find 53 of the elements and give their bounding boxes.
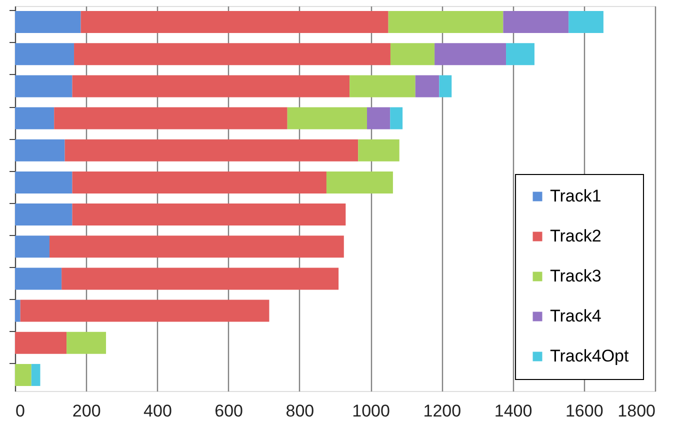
legend-label: Track2	[550, 226, 602, 246]
x-tick-label: 600	[214, 402, 244, 420]
bar	[15, 11, 81, 34]
bar	[506, 43, 534, 66]
bar	[15, 43, 74, 66]
legend-label: Track4	[550, 306, 602, 326]
bar	[54, 107, 288, 130]
bar	[15, 236, 50, 258]
bar	[568, 11, 604, 34]
bar	[66, 332, 106, 354]
bar	[15, 268, 62, 290]
x-tick-label: 1000	[352, 402, 390, 420]
legend-label: Track4Opt	[550, 346, 629, 366]
bar	[388, 11, 504, 34]
bar	[434, 43, 506, 66]
x-tick-label: 800	[286, 402, 314, 420]
x-tick-label: 1200	[423, 402, 462, 420]
bar	[358, 139, 400, 162]
bar	[49, 236, 344, 258]
bar	[390, 107, 403, 130]
bar	[20, 300, 270, 322]
bar	[15, 332, 67, 354]
bar	[15, 75, 72, 98]
x-tick-label: 0	[16, 402, 25, 420]
bar	[15, 204, 72, 226]
bar	[31, 364, 40, 386]
bar	[15, 171, 72, 194]
bar	[15, 107, 54, 130]
bar	[72, 204, 346, 226]
bar	[72, 171, 326, 194]
legend-label: Track1	[550, 186, 602, 206]
x-tick-label: 200	[72, 402, 101, 420]
bar	[15, 139, 65, 162]
legend-label: Track3	[550, 266, 602, 286]
x-tick-label: 1800	[618, 402, 656, 420]
x-tick-label: 400	[144, 402, 172, 420]
bar	[15, 300, 20, 322]
bar	[326, 171, 393, 194]
bar	[503, 11, 569, 34]
bar	[350, 75, 416, 98]
bar	[74, 43, 390, 66]
x-tick-label: 1600	[565, 402, 604, 420]
bar	[15, 364, 32, 386]
bar	[415, 75, 440, 98]
bar	[80, 11, 388, 34]
bar	[390, 43, 435, 66]
bar	[64, 139, 358, 162]
bar	[72, 75, 350, 98]
bar	[367, 107, 390, 130]
x-tick-label: 1400	[494, 402, 532, 420]
bar	[439, 75, 452, 98]
bar	[287, 107, 367, 130]
bar	[62, 268, 339, 290]
